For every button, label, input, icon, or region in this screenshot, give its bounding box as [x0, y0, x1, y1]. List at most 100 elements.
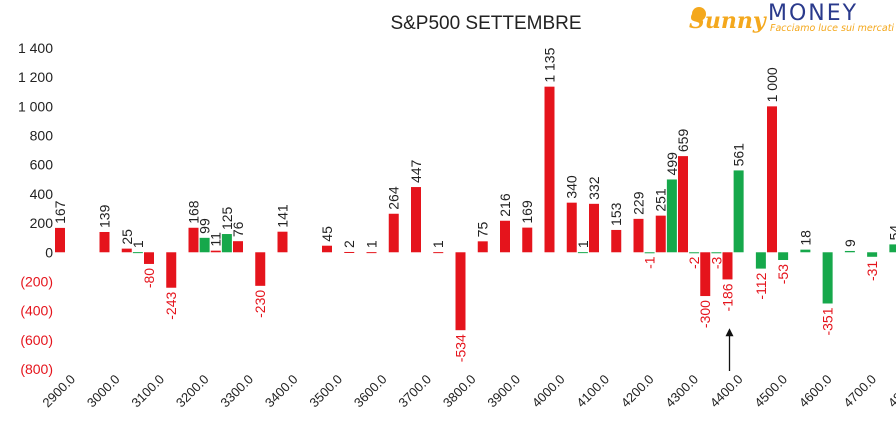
x-tick-label: 3700.0 [395, 372, 434, 411]
data-label: 264 [386, 186, 402, 210]
data-label: -351 [820, 307, 836, 335]
sun-icon [692, 7, 706, 21]
bar [210, 250, 221, 253]
bar [221, 234, 232, 253]
x-tick-label: 4400.0 [707, 372, 746, 411]
data-label: 1 000 [764, 67, 780, 102]
data-label: -112 [753, 272, 769, 299]
bar [700, 252, 711, 297]
y-tick-label: 600 [30, 157, 54, 173]
y-tick-label: (600) [20, 332, 53, 348]
data-label: 1 [130, 240, 146, 248]
logo: Sunny MONEY Facciamo luce sui mercati [689, 1, 894, 34]
y-tick-label: 800 [30, 128, 54, 144]
y-tick-label: 0 [45, 244, 53, 260]
data-label: -1 [642, 256, 658, 269]
bar [477, 241, 488, 253]
bar [666, 179, 677, 253]
data-label: -534 [453, 334, 469, 362]
bar [433, 252, 444, 254]
data-label: 139 [97, 204, 113, 228]
chart-title: S&P500 SETTEMBRE [390, 13, 581, 34]
data-label: 659 [675, 129, 691, 153]
y-tick-label: 1 000 [18, 98, 53, 114]
data-label: -3 [708, 257, 724, 270]
bar [388, 213, 399, 253]
bar [199, 237, 210, 253]
bar [655, 215, 666, 253]
data-label: 18 [797, 230, 813, 246]
data-label: 9 [842, 239, 858, 247]
data-label: 25 [119, 229, 135, 245]
bar [344, 251, 355, 253]
data-label: 75 [475, 222, 491, 238]
bar [233, 241, 243, 253]
data-label: 1 [364, 240, 380, 248]
bar [867, 252, 878, 257]
data-label: 447 [408, 159, 424, 183]
x-tick-label: 4000.0 [529, 372, 568, 411]
bar [544, 86, 555, 253]
data-label: 1 135 [542, 47, 558, 82]
arrow-head [725, 328, 734, 337]
bar [644, 252, 655, 254]
data-label: 1 [575, 240, 591, 248]
x-tick-label: 3500.0 [306, 372, 345, 411]
data-label: 141 [275, 204, 291, 228]
bar [132, 252, 143, 254]
bar [188, 227, 199, 253]
data-label: 11 [208, 232, 224, 247]
bar [55, 227, 65, 253]
data-label: 216 [497, 193, 513, 217]
data-label: 229 [631, 191, 647, 215]
bar [166, 252, 177, 288]
bar [411, 187, 421, 253]
bar [722, 252, 733, 280]
y-tick-label: 400 [30, 186, 54, 202]
bar [778, 252, 789, 261]
bar [255, 252, 266, 286]
data-label: 54 [886, 225, 896, 241]
bar [889, 244, 896, 253]
data-label: 332 [586, 176, 602, 200]
x-tick-label: 3900.0 [484, 372, 523, 411]
bars [55, 86, 896, 331]
bar [733, 170, 744, 253]
x-tick-label: 4600.0 [796, 372, 835, 411]
x-tick-label: 3000.0 [84, 372, 123, 411]
y-tick-label: 200 [30, 215, 54, 231]
x-tick-label: 4800.0 [885, 372, 896, 411]
y-tick-label: 1 400 [18, 40, 53, 56]
bar [566, 202, 577, 253]
bar [322, 245, 332, 253]
bar [822, 252, 833, 304]
y-tick-label: (800) [20, 361, 53, 377]
x-tick-label: 4200.0 [618, 372, 657, 411]
logo-word-sunny: Sunny [689, 8, 768, 34]
x-axis: 2900.0 3000.0 3100.0 3200.0 3300.0 3400.0 3500… [39, 372, 896, 411]
bar [589, 203, 599, 253]
bar [500, 220, 510, 253]
data-label: 168 [186, 200, 202, 224]
data-label: 251 [653, 188, 669, 212]
data-label: -80 [141, 268, 157, 288]
logo-tagline: Facciamo luce sui mercati [770, 23, 894, 34]
bar [121, 248, 132, 253]
data-label: 125 [219, 206, 235, 230]
data-label: -230 [252, 290, 268, 318]
data-label: 499 [664, 152, 680, 176]
bar [611, 229, 622, 253]
data-label: 561 [731, 143, 747, 167]
data-label: 340 [564, 175, 580, 199]
y-tick-label: (400) [20, 303, 53, 319]
data-label: 169 [519, 200, 535, 224]
x-tick-label: 2900.0 [39, 372, 78, 411]
y-axis: 1 400 1 200 1 000 800 600 400 200 0 (200) (400) (6… [18, 40, 53, 377]
data-label: 167 [52, 200, 68, 224]
x-tick-label: 3800.0 [440, 372, 479, 411]
x-tick-label: 3300.0 [217, 372, 256, 411]
data-label: -2 [686, 256, 702, 269]
y-tick-label: 1 200 [18, 69, 53, 85]
data-label: 2 [341, 240, 357, 248]
